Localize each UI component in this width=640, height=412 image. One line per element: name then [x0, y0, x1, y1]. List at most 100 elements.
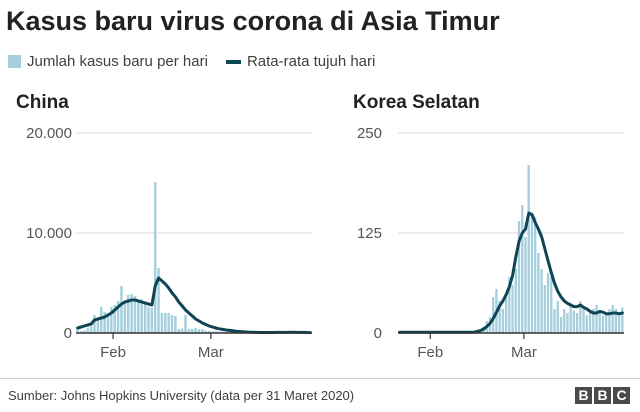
- china-y-tick-label: 20.000: [26, 125, 72, 142]
- china-bar-day-12: [116, 301, 120, 333]
- china-bar-day-17: [133, 296, 137, 333]
- korea-selatan-bar-day-67: [614, 309, 618, 333]
- source-note: Sumber: Johns Hopkins University (data p…: [8, 388, 355, 403]
- china-bar-day-23: [153, 182, 157, 333]
- china-bar-day-9: [106, 313, 110, 333]
- korea-selatan-bar-day-42: [534, 217, 537, 333]
- legend-bar-swatch: [8, 55, 21, 68]
- korea-selatan-bar-day-37: [517, 221, 521, 333]
- china-y-tick-label: 10.000: [26, 225, 72, 242]
- panel-title-korea-selatan: Korea Selatan: [353, 92, 480, 113]
- china-bar-day-27: [167, 313, 170, 333]
- china-bar-day-31: [180, 328, 184, 333]
- china-x-tick-label: Mar: [198, 344, 224, 361]
- bbc-logo-letter: C: [613, 387, 630, 404]
- korea-selatan-bar-day-66: [611, 305, 614, 333]
- legend: Jumlah kasus baru per hari Rata-rata tuj…: [8, 53, 375, 70]
- korea-selatan-bar-day-40: [527, 165, 530, 333]
- china-bar-day-37: [201, 329, 204, 333]
- china-bar-day-14: [123, 301, 127, 333]
- china-bar-day-35: [194, 328, 197, 333]
- china-bar-day-20: [143, 303, 147, 333]
- china-bar-day-34: [191, 329, 194, 333]
- korea-selatan-x-tick-label: Feb: [417, 344, 443, 361]
- china-bar-day-39: [207, 331, 211, 333]
- china-bar-day-13: [120, 286, 123, 333]
- korea-selatan-bar-day-52: [566, 313, 569, 333]
- china-average-line: [76, 276, 312, 335]
- china-bar-day-5: [93, 315, 96, 333]
- china-bar-day-21: [147, 307, 150, 333]
- china-bar-day-8: [103, 312, 106, 333]
- china-bar-day-22: [150, 308, 154, 333]
- korea-selatan-bar-day-60: [592, 309, 595, 333]
- china-bar-day-26: [164, 313, 167, 333]
- charts-canvas: 0 10.000 20.000 Feb Mar 0 125 250 Feb Mar: [26, 125, 624, 361]
- korea-selatan-average-line: [398, 211, 624, 334]
- china-bar-day-38: [204, 330, 207, 333]
- korea-selatan-bar-day-36: [514, 269, 517, 333]
- china-bar-day-32: [184, 315, 187, 333]
- china-bar-day-0: [76, 327, 79, 333]
- china-bar-day-16: [130, 294, 133, 333]
- korea-selatan-bar-day-57: [582, 309, 585, 333]
- korea-selatan-bar-day-33: [504, 297, 508, 333]
- china-bar-day-24: [157, 268, 160, 333]
- korea-selatan-bar-day-43: [537, 253, 540, 333]
- china-bar-day-19: [140, 299, 143, 333]
- china-bar-day-10: [110, 307, 113, 333]
- korea-selatan-bar-day-58: [585, 315, 588, 333]
- korea-selatan-bar-day-51: [563, 309, 566, 333]
- korea-selatan-bar-day-39: [524, 237, 527, 333]
- korea-selatan-bar-day-47: [550, 277, 553, 333]
- china-y-tick-label: 0: [64, 325, 72, 342]
- korea-selatan-bar-day-59: [588, 312, 592, 333]
- korea-selatan-bar-day-29: [492, 297, 495, 333]
- legend-bars-label: Jumlah kasus baru per hari: [27, 53, 208, 70]
- china-bar-day-7: [100, 307, 103, 333]
- china-bar-day-6: [96, 318, 100, 333]
- china-bar-day-30: [177, 329, 181, 333]
- korea-selatan-bar-day-32: [501, 309, 505, 333]
- korea-selatan-y-tick-label: 250: [357, 125, 382, 142]
- bbc-logo-letter: B: [575, 387, 592, 404]
- china-bar-day-3: [86, 328, 89, 333]
- china-x-tick-label: Feb: [100, 344, 126, 361]
- china-bar-day-41: [214, 331, 218, 333]
- china-bar-day-4: [89, 326, 93, 333]
- korea-selatan-bar-day-69: [621, 307, 624, 333]
- legend-line-swatch: [225, 59, 241, 64]
- korea-selatan-bar-day-44: [540, 269, 543, 333]
- korea-selatan-bar-day-34: [508, 277, 511, 333]
- korea-selatan-bar-day-56: [579, 301, 582, 333]
- korea-selatan-bar-day-53: [569, 305, 572, 333]
- china-bar-day-36: [197, 329, 201, 333]
- footer-divider: [0, 378, 640, 379]
- panel-title-china: China: [16, 92, 69, 113]
- korea-selatan-bar-day-55: [575, 313, 579, 333]
- korea-selatan-bar-day-54: [572, 310, 576, 333]
- korea-selatan-bar-day-61: [595, 305, 598, 333]
- korea-selatan-bar-day-35: [511, 285, 514, 333]
- bbc-logo-letter: B: [594, 387, 611, 404]
- korea-selatan-bar-day-68: [617, 313, 621, 333]
- china-bar-day-33: [187, 329, 191, 333]
- korea-selatan-bar-day-38: [521, 205, 524, 333]
- china-bar-day-18: [137, 302, 140, 333]
- korea-selatan-bar-day-41: [530, 213, 534, 333]
- china-bar-day-15: [126, 295, 130, 333]
- korea-selatan-bar-day-48: [553, 309, 556, 333]
- china-bar-day-28: [170, 315, 174, 333]
- bbc-logo: B B C: [575, 387, 630, 404]
- korea-selatan-x-tick-label: Mar: [511, 344, 537, 361]
- korea-selatan-bar-day-62: [598, 310, 601, 333]
- korea-selatan-bar-day-45: [543, 285, 547, 333]
- china-bar-day-25: [160, 313, 164, 333]
- korea-selatan-bar-day-46: [546, 273, 550, 333]
- korea-selatan-bar-day-65: [608, 309, 611, 333]
- korea-selatan-bar-day-64: [605, 313, 608, 333]
- korea-selatan-bar-day-31: [498, 301, 501, 333]
- china-bar-day-11: [113, 305, 116, 333]
- legend-line-label: Rata-rata tujuh hari: [246, 53, 376, 70]
- korea-selatan-bar-day-50: [559, 317, 563, 333]
